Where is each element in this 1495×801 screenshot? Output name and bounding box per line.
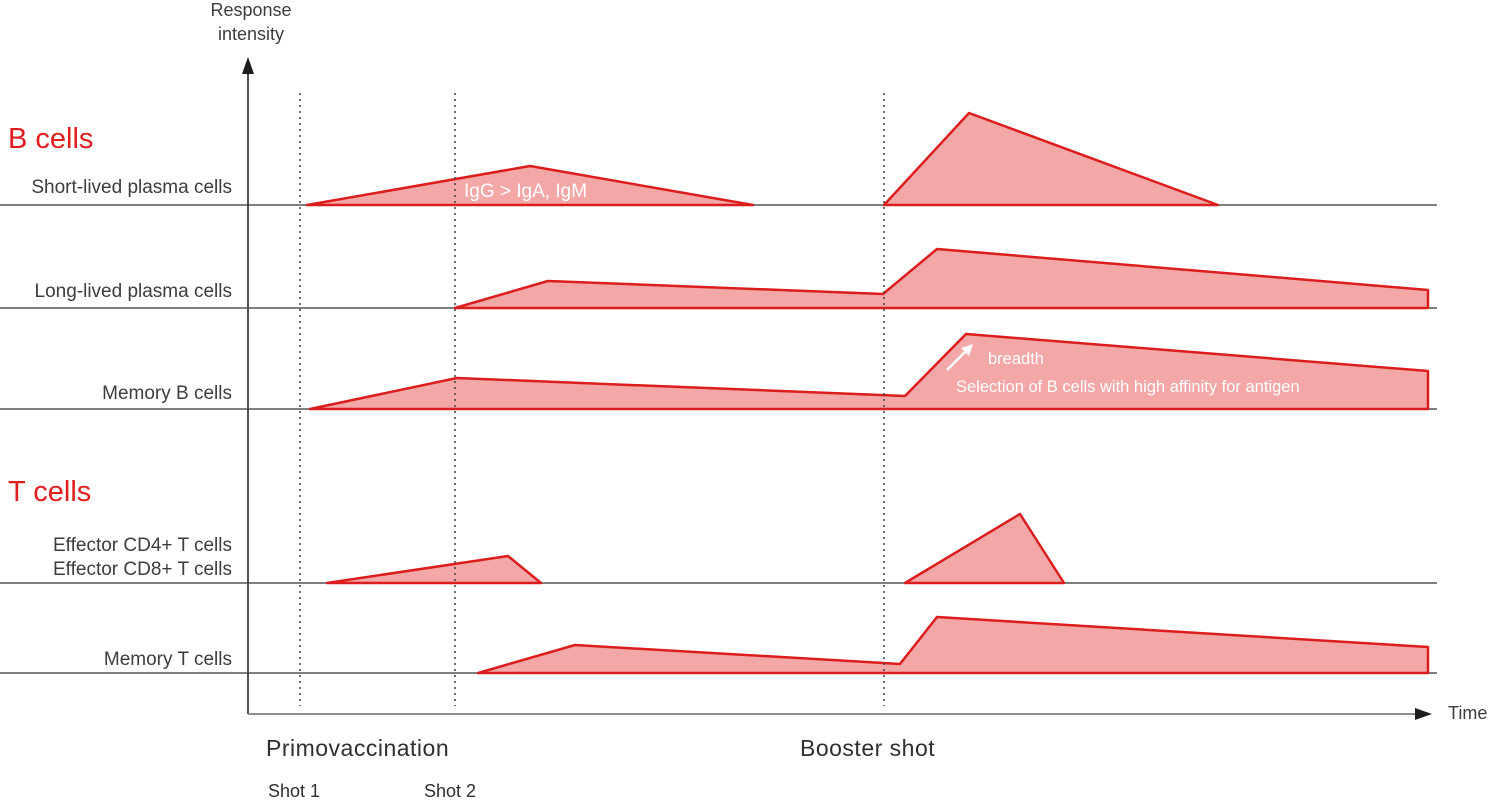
y-axis-label-line1: Response	[210, 0, 291, 20]
section-label-b-cells: B cells	[8, 123, 93, 155]
x-axis-label: Time	[1448, 703, 1487, 723]
long-lived-plasma-cells-curve	[453, 247, 1430, 310]
row-label-effector-cd8-t-cells: Effector CD8+ T cells	[53, 559, 232, 580]
x-axis-arrow-icon	[1415, 708, 1432, 720]
row-label-long-lived-plasma-cells: Long-lived plasma cells	[35, 281, 233, 302]
breadth-arrow-icon	[946, 351, 966, 371]
effector-t-cells-booster-curve	[903, 512, 1066, 585]
effector-t-cells-primo-curve	[325, 554, 543, 585]
row-label-memory-b-cells: Memory B cells	[102, 383, 232, 404]
row-label-effector-cd4-t-cells: Effector CD4+ T cells	[53, 535, 232, 556]
label-booster-shot: Booster shot	[800, 735, 935, 761]
breadth-arrowhead-icon	[961, 344, 973, 356]
section-label-t-cells: T cells	[8, 476, 91, 508]
y-axis-arrow-icon	[242, 57, 254, 74]
short-lived-plasma-cells-booster-curve	[882, 111, 1220, 207]
annotation-breadth: breadth	[988, 350, 1044, 368]
memory-t-cells-curve	[476, 615, 1430, 675]
label-primovaccination: Primovaccination	[266, 735, 449, 761]
row-label-short-lived-plasma-cells: Short-lived plasma cells	[31, 177, 232, 198]
annotation-igg: IgG > IgA, IgM	[464, 181, 587, 202]
label-shot2: Shot 2	[424, 781, 476, 801]
annotation-selection: Selection of B cells with high affinity …	[956, 378, 1300, 396]
short-lived-plasma-cells-primo-curve	[305, 164, 755, 207]
memory-b-cells-curve	[308, 332, 1430, 411]
row-label-memory-t-cells: Memory T cells	[104, 649, 232, 670]
label-shot1: Shot 1	[268, 781, 320, 801]
y-axis-label-line2: intensity	[218, 24, 284, 44]
